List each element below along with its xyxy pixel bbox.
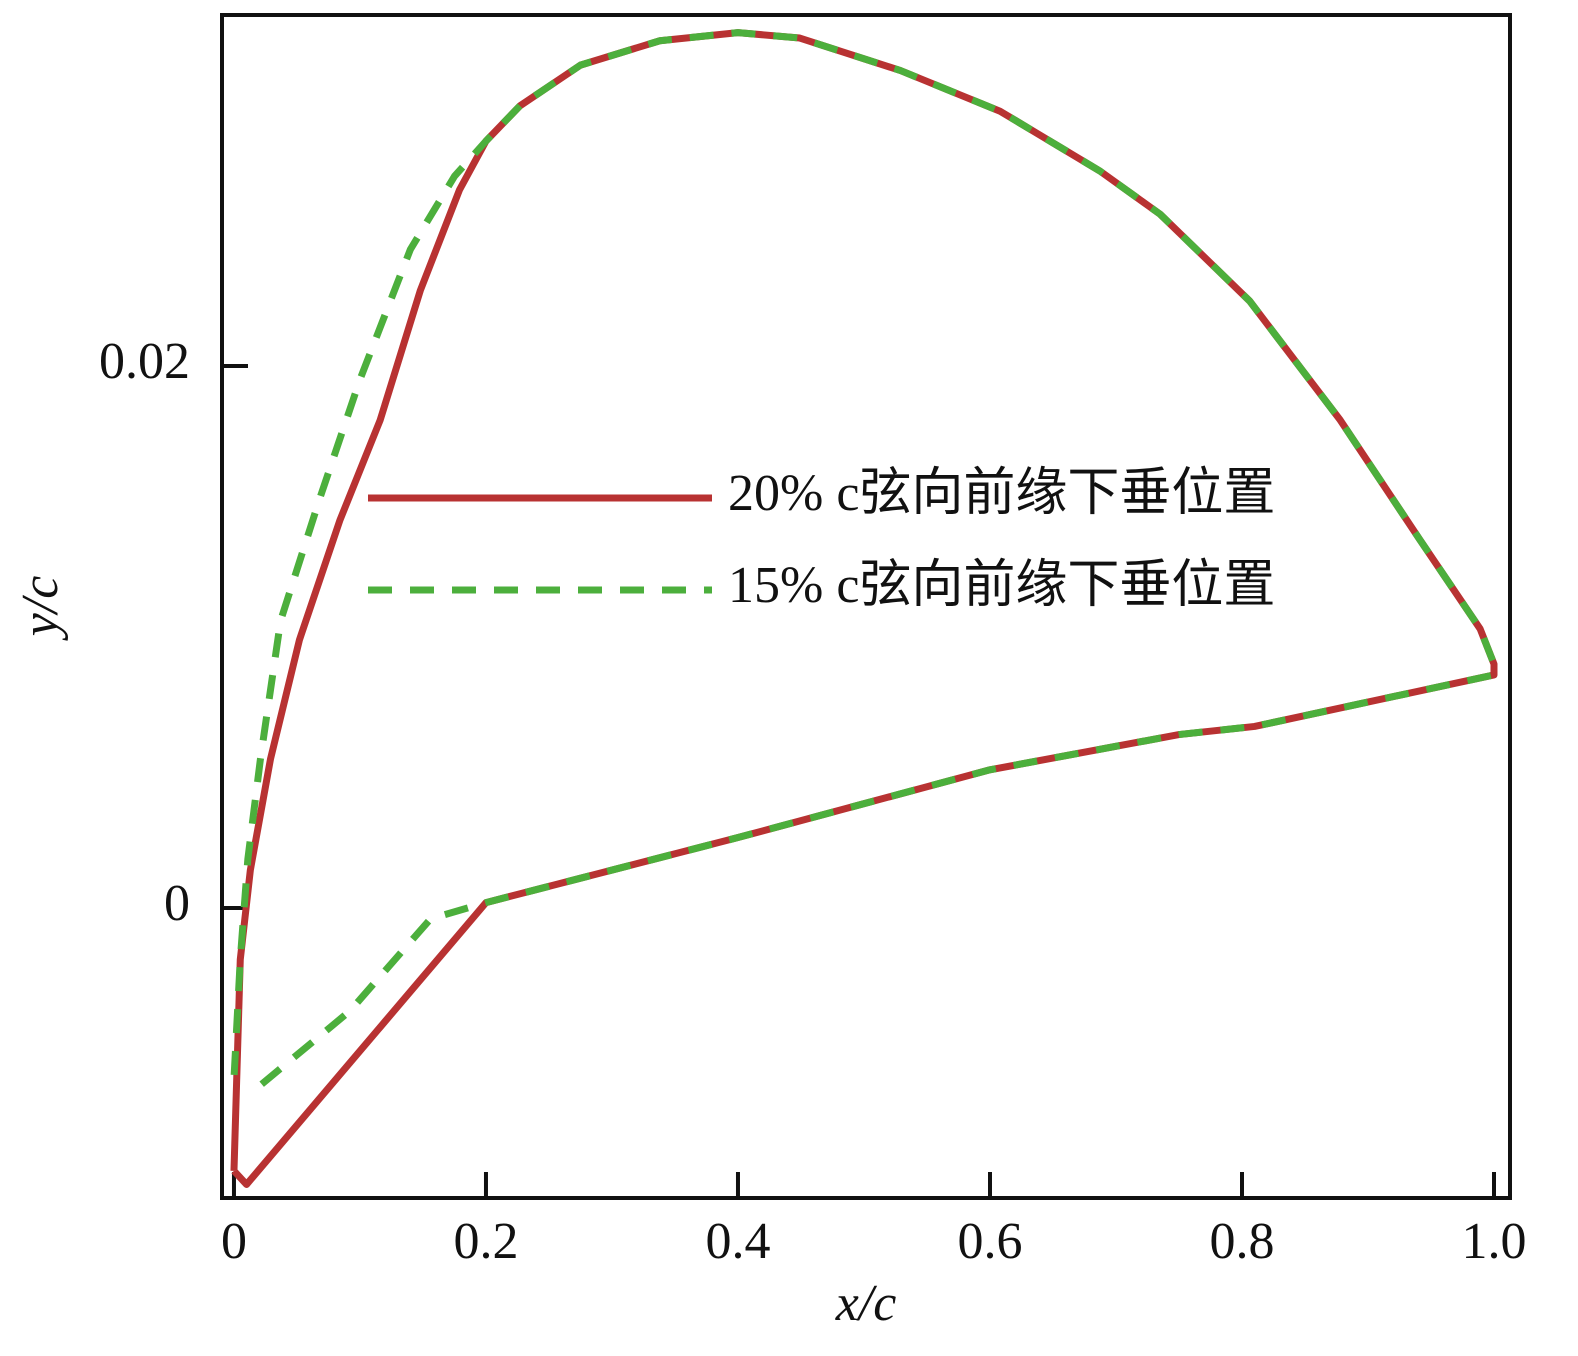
x-tick-label: 0.8 (1209, 1213, 1274, 1270)
x-tick-label: 0 (221, 1213, 247, 1270)
x-axis-label: x/c (835, 1275, 897, 1332)
legend-label: 20% c弦向前缘下垂位置 (728, 465, 1275, 522)
x-tick-label: 0.2 (453, 1213, 518, 1270)
y-tick-label: 0.02 (99, 333, 190, 390)
x-tick-label: 0.6 (957, 1213, 1022, 1270)
x-tick-label: 0.4 (705, 1213, 770, 1270)
y-axis-label: y/c (12, 576, 69, 642)
y-tick-label: 0 (164, 875, 190, 932)
plot-frame (220, 13, 1512, 1200)
x-tick-label: 1.0 (1461, 1213, 1526, 1270)
legend-label: 15% c弦向前缘下垂位置 (728, 557, 1275, 614)
